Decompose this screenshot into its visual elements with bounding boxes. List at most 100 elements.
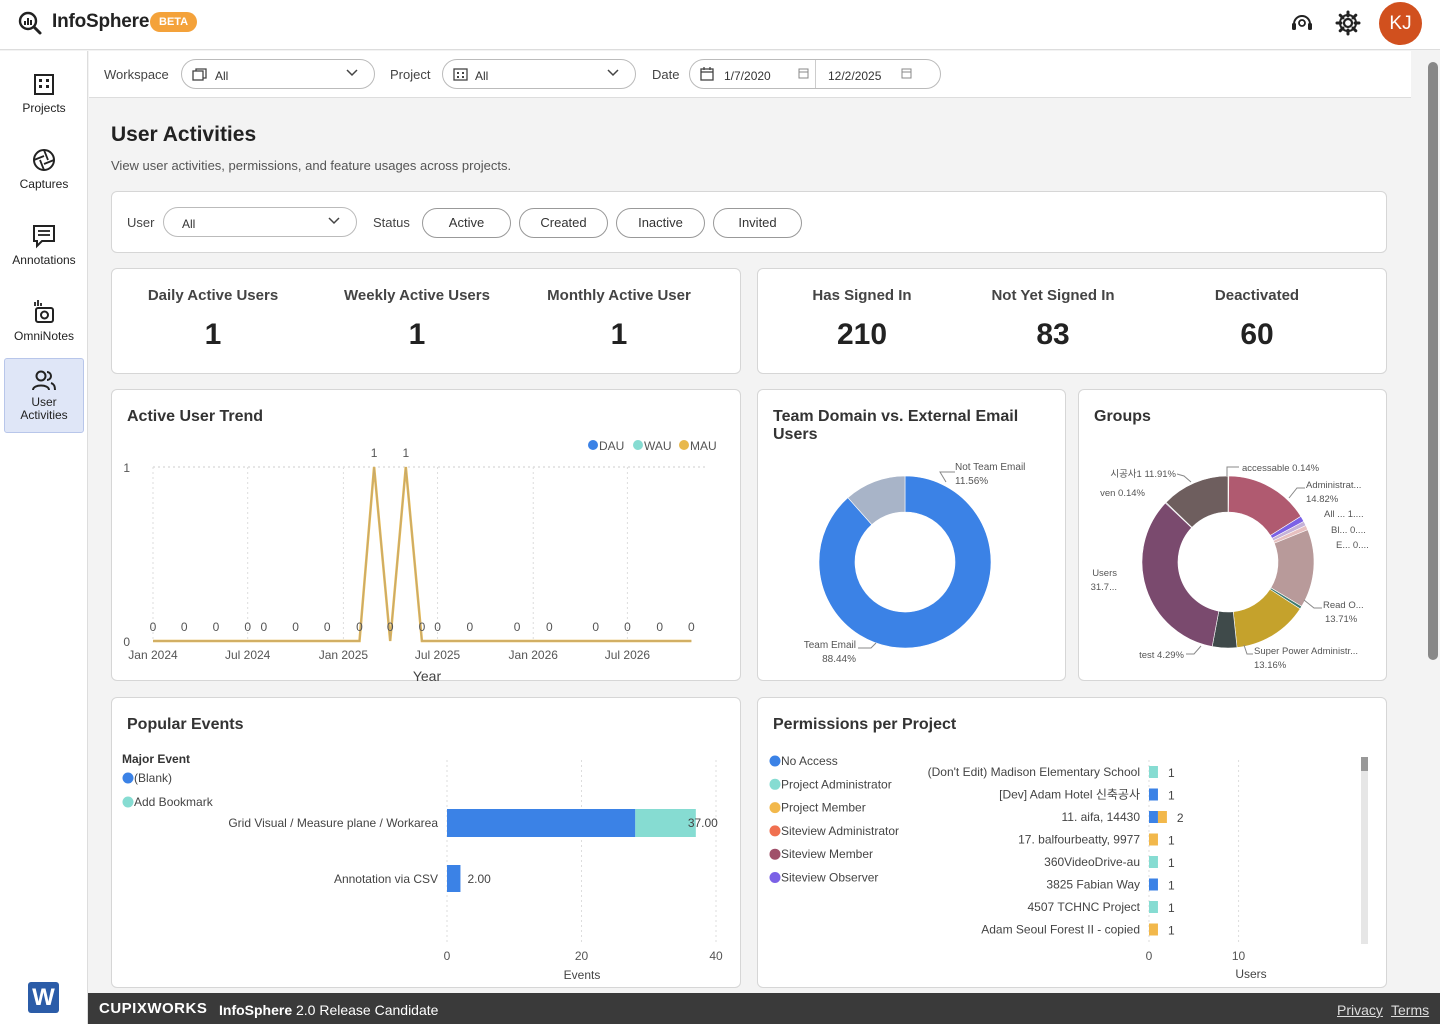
date-to[interactable]: 12/2/2025: [828, 69, 882, 83]
slice-label: Administrat...: [1306, 480, 1361, 491]
data-label: 0: [150, 620, 157, 634]
stat-value: 210: [836, 318, 888, 351]
sidebar-item-label: Annotations: [12, 253, 76, 267]
slice-label: Not Team Email: [955, 462, 1025, 473]
data-label: 37.00: [688, 816, 718, 830]
x-tick-label: Jan 2026: [509, 648, 559, 662]
stat-value: 83: [1036, 318, 1070, 351]
status-label: Status: [373, 215, 410, 230]
slice-percent: 14.82%: [1306, 494, 1339, 505]
groups-card: Groups accessable 0.14% Administrat... 14.…: [1078, 389, 1387, 681]
date-from[interactable]: 1/7/2020: [724, 69, 771, 83]
footer-brand: CUPIXWORKS: [99, 1000, 208, 1017]
status-invited-button[interactable]: Invited: [713, 208, 802, 238]
workspace-dropdown[interactable]: All: [181, 59, 375, 89]
user-dropdown[interactable]: All: [163, 207, 357, 237]
legend-dot: [679, 440, 689, 450]
data-label: 1: [1168, 901, 1175, 915]
bar-segment: [1149, 811, 1158, 823]
user-avatar[interactable]: KJ: [1379, 2, 1422, 45]
privacy-link[interactable]: Privacy: [1337, 1002, 1383, 1018]
legend-dot: [769, 872, 781, 883]
groups-donut-chart[interactable]: accessable 0.14% Administrat... 14.82% All …: [1079, 390, 1388, 682]
data-label: 1: [1168, 766, 1175, 780]
users-icon: [32, 370, 56, 391]
omninotes-icon: [34, 300, 54, 323]
status-inactive-button[interactable]: Inactive: [616, 208, 705, 238]
terms-link[interactable]: Terms: [1391, 1002, 1430, 1018]
data-label: 1: [371, 446, 378, 460]
slice-percent: 13.16%: [1254, 660, 1287, 671]
date-range-picker[interactable]: 1/7/2020 12/2/2025: [689, 59, 941, 89]
slice-label: Bl... 0....: [1331, 525, 1366, 536]
stat-mau: Monthly Active User 1: [514, 287, 724, 352]
legend-dot: [769, 778, 781, 790]
legend-label: WAU: [644, 439, 672, 453]
slice-team-email: [818, 475, 992, 649]
app-name[interactable]: InfoSphere: [52, 11, 150, 32]
stat-label: Monthly Active User: [547, 287, 691, 304]
data-label: 1: [1168, 856, 1175, 870]
active-user-trend-chart[interactable]: DAU WAU MAU Jan 2024 Jul 2024 Jan 2025 Jul 202…: [112, 390, 742, 682]
y-tick-label: 1: [123, 461, 130, 475]
x-tick-label: 0: [444, 949, 451, 963]
permissions-per-project-chart[interactable]: No Access Project Administrator Project Me…: [758, 698, 1388, 989]
date-label: Date: [652, 67, 680, 82]
project-dropdown[interactable]: All: [442, 59, 636, 89]
bar-segment: [1149, 878, 1158, 891]
bar-segment: [1149, 923, 1158, 936]
calendar-small-icon[interactable]: [901, 68, 912, 79]
sidebar-item-user-activities[interactable]: User Activities: [4, 358, 84, 433]
stat-value: 1: [204, 318, 222, 351]
chart-scrollbar-thumb[interactable]: [1361, 757, 1368, 771]
popular-events-card: Popular Events Major Event (Blank) Add Boo…: [111, 697, 741, 988]
leader-line: [939, 471, 955, 483]
leader-line: [1176, 473, 1192, 483]
sidebar: Projects Captures Annotations OmniNotes …: [0, 51, 88, 1024]
settings-gear-icon[interactable]: [1335, 10, 1361, 36]
legend-label: Siteview Administrator: [781, 824, 899, 838]
status-active-button[interactable]: Active: [422, 208, 511, 238]
category-label: 3825 Fabian Way: [1046, 878, 1140, 892]
bar-segment: [1149, 833, 1158, 846]
slice-label: E... 0....: [1336, 540, 1369, 551]
leader-line: [1226, 466, 1239, 476]
bar-segment: [447, 865, 461, 892]
sidebar-item-omninotes[interactable]: OmniNotes: [4, 299, 84, 343]
x-tick-label: 20: [575, 949, 589, 963]
legend-label: No Access: [781, 754, 838, 768]
card-title: Team Domain vs. External Email Users: [773, 408, 1019, 443]
word-app-icon[interactable]: W: [28, 982, 59, 1013]
legend-label: MAU: [690, 439, 717, 453]
footer: CUPIXWORKS InfoSphere 2.0 Release Candid…: [88, 993, 1440, 1024]
data-label: 1: [1168, 924, 1175, 938]
support-headset-icon[interactable]: [1289, 10, 1315, 36]
chart-scrollbar-track[interactable]: [1361, 757, 1368, 944]
status-created-button[interactable]: Created: [519, 208, 608, 238]
stat-label: Daily Active Users: [147, 287, 279, 304]
stat-has-signed-in: Has Signed In 210: [757, 287, 967, 352]
x-tick-label: Jan 2024: [128, 648, 178, 662]
team-domain-donut-chart[interactable]: Not Team Email 11.56% Team Email 88.44%: [758, 390, 1067, 682]
team-domain-card: Team Domain vs. External Email Users Not…: [757, 389, 1066, 681]
legend-label: Project Administrator: [781, 777, 892, 791]
bar-segment: [1157, 811, 1167, 823]
calendar-small-icon[interactable]: [798, 68, 809, 79]
sidebar-item-projects[interactable]: Projects: [4, 71, 84, 115]
data-label: 0: [292, 620, 299, 634]
leader-line: [1243, 644, 1253, 655]
data-label: 0: [624, 620, 631, 634]
leader-line: [1303, 599, 1322, 609]
slice-users: [1141, 502, 1220, 647]
calendar-icon: [700, 67, 714, 81]
x-tick-label: Jul 2025: [415, 648, 461, 662]
slice-label: test 4.29%: [1139, 650, 1184, 661]
stat-not-yet-signed-in: Not Yet Signed In 83: [948, 287, 1158, 352]
page-scrollbar[interactable]: [1428, 62, 1438, 660]
popular-events-chart[interactable]: Major Event (Blank) Add Bookmark 0 20 40 Event…: [112, 698, 742, 989]
slice-label: Users: [1092, 568, 1117, 579]
annotation-icon: [33, 225, 55, 249]
footer-product: InfoSphere: [219, 1002, 293, 1018]
sidebar-item-annotations[interactable]: Annotations: [4, 223, 84, 267]
sidebar-item-captures[interactable]: Captures: [4, 147, 84, 191]
